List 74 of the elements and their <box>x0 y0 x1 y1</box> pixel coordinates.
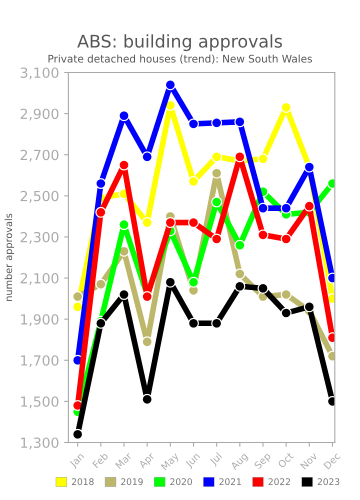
point <box>95 278 106 290</box>
point <box>304 200 315 212</box>
y-tick-label: 2,100 <box>20 273 58 285</box>
chart-subtitle: Private detached houses (trend): New South Wales <box>48 54 312 64</box>
point <box>188 176 199 187</box>
y-tick-label: 1,500 <box>21 396 58 408</box>
point <box>211 234 222 244</box>
legend-label: 2023 <box>318 478 340 486</box>
point <box>280 234 292 244</box>
x-tick-label: Jun <box>184 452 202 470</box>
point <box>234 268 246 280</box>
x-tick-label: Aug <box>230 452 250 472</box>
point <box>234 280 246 292</box>
x-tick-label: Jul <box>208 452 224 467</box>
point <box>211 151 222 162</box>
point <box>164 79 176 90</box>
point <box>142 394 153 405</box>
y-tick-label: 1,300 <box>21 437 58 450</box>
point <box>188 276 199 288</box>
x-tick-label: Nov <box>300 452 318 470</box>
x-tick-label: Dec <box>323 452 341 470</box>
point <box>142 217 153 228</box>
y-tick-label: 2,300 <box>20 232 58 244</box>
point <box>234 240 246 251</box>
y-tick-label: 2,500 <box>20 190 58 203</box>
point <box>118 219 130 230</box>
point <box>164 217 176 228</box>
point <box>118 160 130 170</box>
point <box>258 229 268 240</box>
point <box>211 117 222 128</box>
point <box>280 202 292 214</box>
point <box>95 206 106 218</box>
x-tick-label: Jan <box>68 452 86 470</box>
x-tick-label: Mar <box>115 452 132 470</box>
y-tick-label: 1,900 <box>21 314 58 326</box>
point <box>95 178 106 189</box>
x-tick-label: Feb <box>92 452 109 468</box>
x-tick-label: Oct <box>277 452 294 468</box>
y-tick-label: 2,900 <box>20 108 58 120</box>
point <box>188 217 199 228</box>
point <box>118 289 130 300</box>
point <box>142 336 153 348</box>
legend-label: 2021 <box>219 478 241 486</box>
point <box>72 428 84 440</box>
point <box>234 116 246 128</box>
legend-label: 2020 <box>170 478 192 486</box>
legend-label: 2022 <box>268 478 290 486</box>
point <box>280 102 292 113</box>
y-axis-title: number approvals <box>4 214 14 301</box>
point <box>164 276 176 288</box>
point <box>304 301 315 312</box>
x-tick-label: Apr <box>138 452 156 470</box>
point <box>142 151 153 162</box>
point <box>118 110 130 122</box>
x-tick-label: Sep <box>254 452 272 471</box>
y-tick-label: 3,100 <box>20 67 58 80</box>
point <box>72 301 84 312</box>
point <box>188 118 199 130</box>
point <box>234 151 246 162</box>
point <box>258 282 268 294</box>
point <box>72 291 84 302</box>
point <box>280 289 292 300</box>
legend-label: 2019 <box>121 478 143 486</box>
chart-title: ABS: building approvals <box>77 34 282 52</box>
point <box>188 318 199 329</box>
point <box>211 168 222 179</box>
point <box>211 318 222 329</box>
point <box>280 308 292 318</box>
y-tick-label: 1,700 <box>21 355 58 368</box>
point <box>211 196 222 208</box>
legend-label: 2018 <box>72 478 94 486</box>
y-tick-label: 2,700 <box>20 150 58 162</box>
point <box>258 153 268 164</box>
point <box>258 202 268 214</box>
